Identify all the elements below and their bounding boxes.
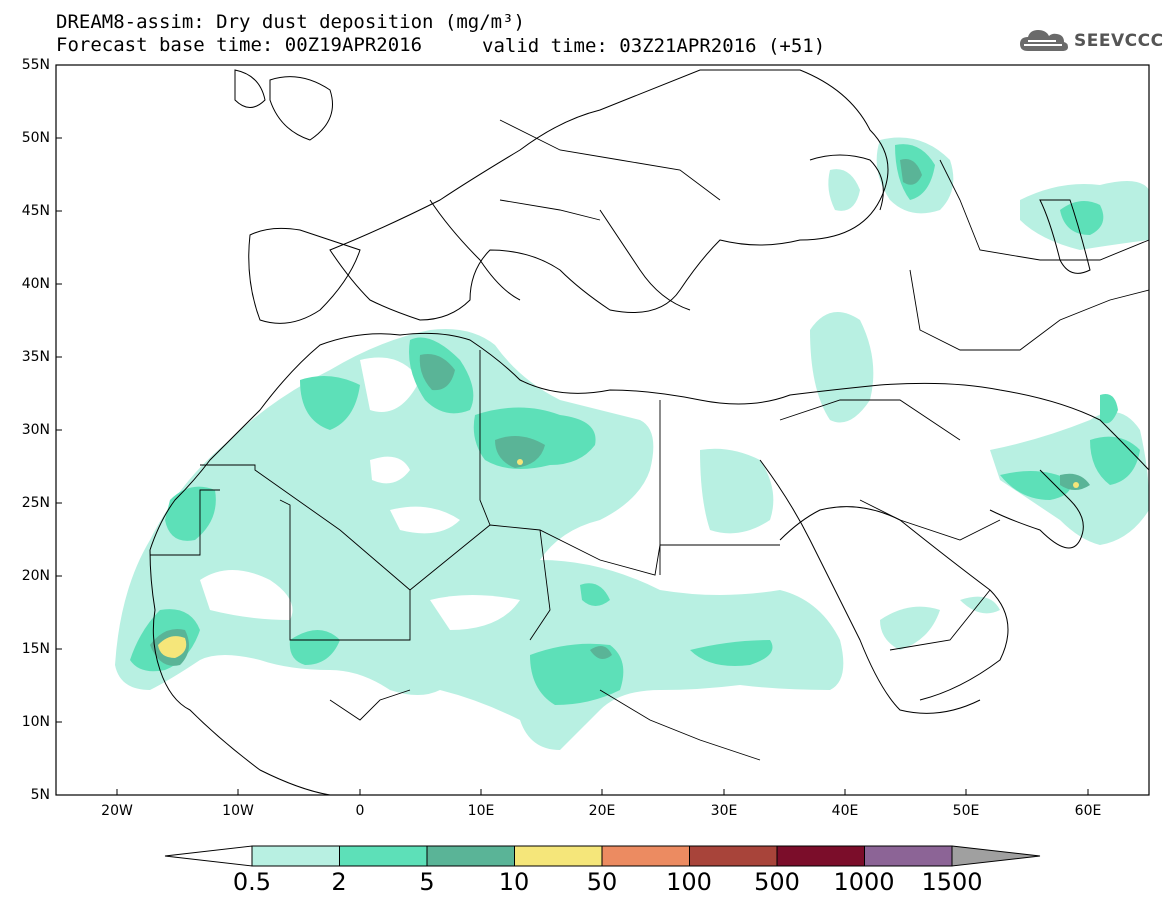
colorbar-label: 50: [586, 868, 618, 896]
colorbar-bin-8: [864, 845, 953, 867]
dust-high: [158, 459, 1079, 658]
colorbar-bin-7: [776, 845, 865, 867]
forecast-base-time: Forecast base time: 00Z19APR2016: [56, 34, 423, 56]
lat-label: 35N: [21, 349, 50, 365]
colorbar-bin-3: [426, 845, 515, 867]
lon-label: 20W: [101, 803, 133, 819]
colorbar-bin-1: [251, 845, 340, 867]
lon-label: 10W: [222, 803, 254, 819]
colorbar-label: 2: [331, 868, 347, 896]
coastlines: [149, 69, 1149, 795]
lat-label: 25N: [21, 495, 50, 511]
lat-label: 45N: [21, 203, 50, 219]
colorbar-label: 0.5: [232, 868, 272, 896]
cloud-icon: [1020, 30, 1068, 51]
lon-label: 30E: [710, 803, 738, 819]
lon-label: 20E: [588, 803, 616, 819]
lat-label: 40N: [21, 276, 50, 292]
chart-title: DREAM8-assim: Dry dust deposition (mg/m³…: [56, 11, 525, 33]
lat-label: 30N: [21, 422, 50, 438]
logo-text: SEEVCCC: [1074, 31, 1164, 51]
colorbar-label: 100: [666, 868, 712, 896]
colorbar-bin-5: [601, 845, 690, 867]
colorbar: [164, 845, 1041, 867]
lat-label: 10N: [21, 714, 50, 730]
colorbar-label: 1000: [833, 868, 895, 896]
lon-label: 0: [355, 803, 365, 819]
colorbar-bin-6: [689, 845, 778, 867]
lon-label: 40E: [831, 803, 859, 819]
country-borders: [150, 119, 1149, 761]
lat-label: 15N: [21, 641, 50, 657]
lat-label: 50N: [21, 130, 50, 146]
seevccc-logo: SEEVCCC: [1018, 26, 1164, 56]
lat-label: 5N: [30, 787, 50, 803]
colorbar-label: 1500: [921, 868, 983, 896]
colorbar-label: 5: [419, 868, 435, 896]
no-dust-holes: [200, 357, 520, 630]
colorbar-label: 500: [754, 868, 800, 896]
lat-label: 55N: [21, 57, 50, 73]
lon-label: 50E: [952, 803, 980, 819]
colorbar-over: [951, 845, 1041, 867]
lon-label: 10E: [467, 803, 495, 819]
valid-time: valid time: 03Z21APR2016 (+51): [482, 35, 826, 57]
lon-label: 60E: [1074, 803, 1102, 819]
colorbar-bin-4: [514, 845, 603, 867]
colorbar-bin-2: [339, 845, 428, 867]
lat-label: 20N: [21, 568, 50, 584]
axis-ticks: [56, 64, 1089, 795]
colorbar-under: [164, 845, 253, 867]
colorbar-label: 10: [498, 868, 530, 896]
map-area: [115, 69, 1149, 795]
